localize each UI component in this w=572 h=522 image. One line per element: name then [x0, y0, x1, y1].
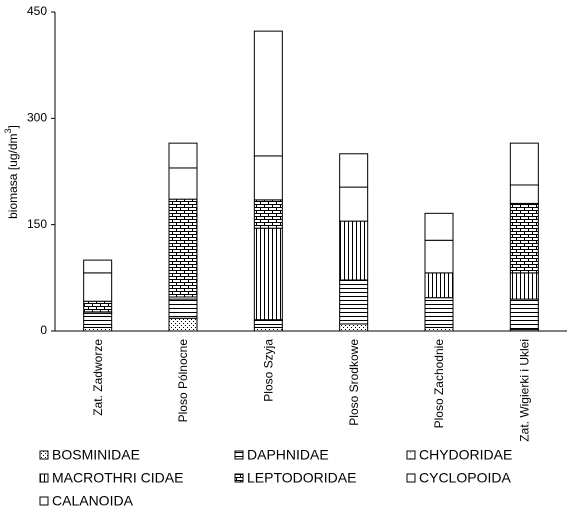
bar-segment: [339, 323, 369, 332]
legend-swatch: [406, 450, 416, 460]
legend-swatch: [234, 473, 244, 483]
bar-segment: [253, 326, 283, 332]
bar-segment: [339, 279, 369, 325]
bar-segment: [253, 155, 283, 201]
bar-segment: [509, 298, 539, 331]
bar-segment: [168, 167, 198, 200]
y-tick-label: 300: [27, 111, 47, 125]
legend-swatch: [39, 450, 49, 460]
x-tick-label: Zat. Wigierki i Uklei: [518, 339, 532, 442]
bar-segment: [424, 212, 454, 241]
bar-segment: [83, 312, 113, 328]
bar-segment: [83, 300, 113, 313]
bar-segment: [253, 199, 283, 229]
x-tick-label: Ploso Srodkowe: [347, 339, 361, 426]
legend-swatch: [406, 473, 416, 483]
y-tick-label: 0: [40, 323, 47, 337]
bar-segment: [424, 272, 454, 299]
legend-swatch: [234, 450, 244, 460]
bar-segment: [339, 220, 369, 281]
bar-segment: [509, 202, 539, 274]
bar-segment: [83, 326, 113, 332]
legend-label: DAPHNIDAE: [247, 447, 329, 463]
bar-segment: [168, 198, 198, 298]
bar-segment: [424, 297, 454, 328]
legend-label: CYCLOPOIDA: [419, 470, 511, 486]
bar-segment: [253, 319, 283, 328]
bar-segment: [509, 184, 539, 204]
x-tick-label: Ploso Pólnocne: [176, 339, 190, 423]
bar-segment: [168, 298, 198, 319]
bar-segment: [168, 317, 198, 332]
legend-label: LEPTODORIDAE: [247, 470, 356, 486]
bar-segment: [339, 186, 369, 222]
x-tick-label: Zat. Zadworze: [91, 339, 105, 416]
legend-label: CHYDORIDAE: [419, 447, 512, 463]
legend-label: MACROTHRI CIDAE: [52, 470, 183, 486]
bar-segment: [424, 326, 454, 332]
bar-segment: [339, 153, 369, 188]
y-tick-label: 450: [27, 4, 47, 18]
bar-segment: [424, 239, 454, 274]
bar-segment: [253, 227, 283, 321]
bar-segment: [83, 272, 113, 302]
legend-label: BOSMINIDAE: [52, 447, 140, 463]
legend-label: CALANOIDA: [52, 493, 134, 509]
legend-swatch: [39, 473, 49, 483]
y-axis-title-end: ]: [6, 125, 20, 128]
y-axis-title-text: biomasa [ug/dm: [6, 133, 20, 218]
bar-segment: [509, 142, 539, 186]
y-tick-label: 150: [27, 217, 47, 231]
bar-segment: [83, 259, 113, 274]
x-tick-label: Ploso Zachodnie: [432, 339, 446, 429]
legend-swatch: [39, 496, 49, 506]
x-tick-label: Ploso Szyja: [262, 339, 276, 402]
bar-segment: [168, 142, 198, 169]
y-axis-title-sup: 3: [3, 128, 13, 133]
y-axis-title: biomasa [ug/dm3]: [3, 125, 20, 219]
bar-segment: [253, 30, 283, 157]
bar-segment: [509, 272, 539, 300]
